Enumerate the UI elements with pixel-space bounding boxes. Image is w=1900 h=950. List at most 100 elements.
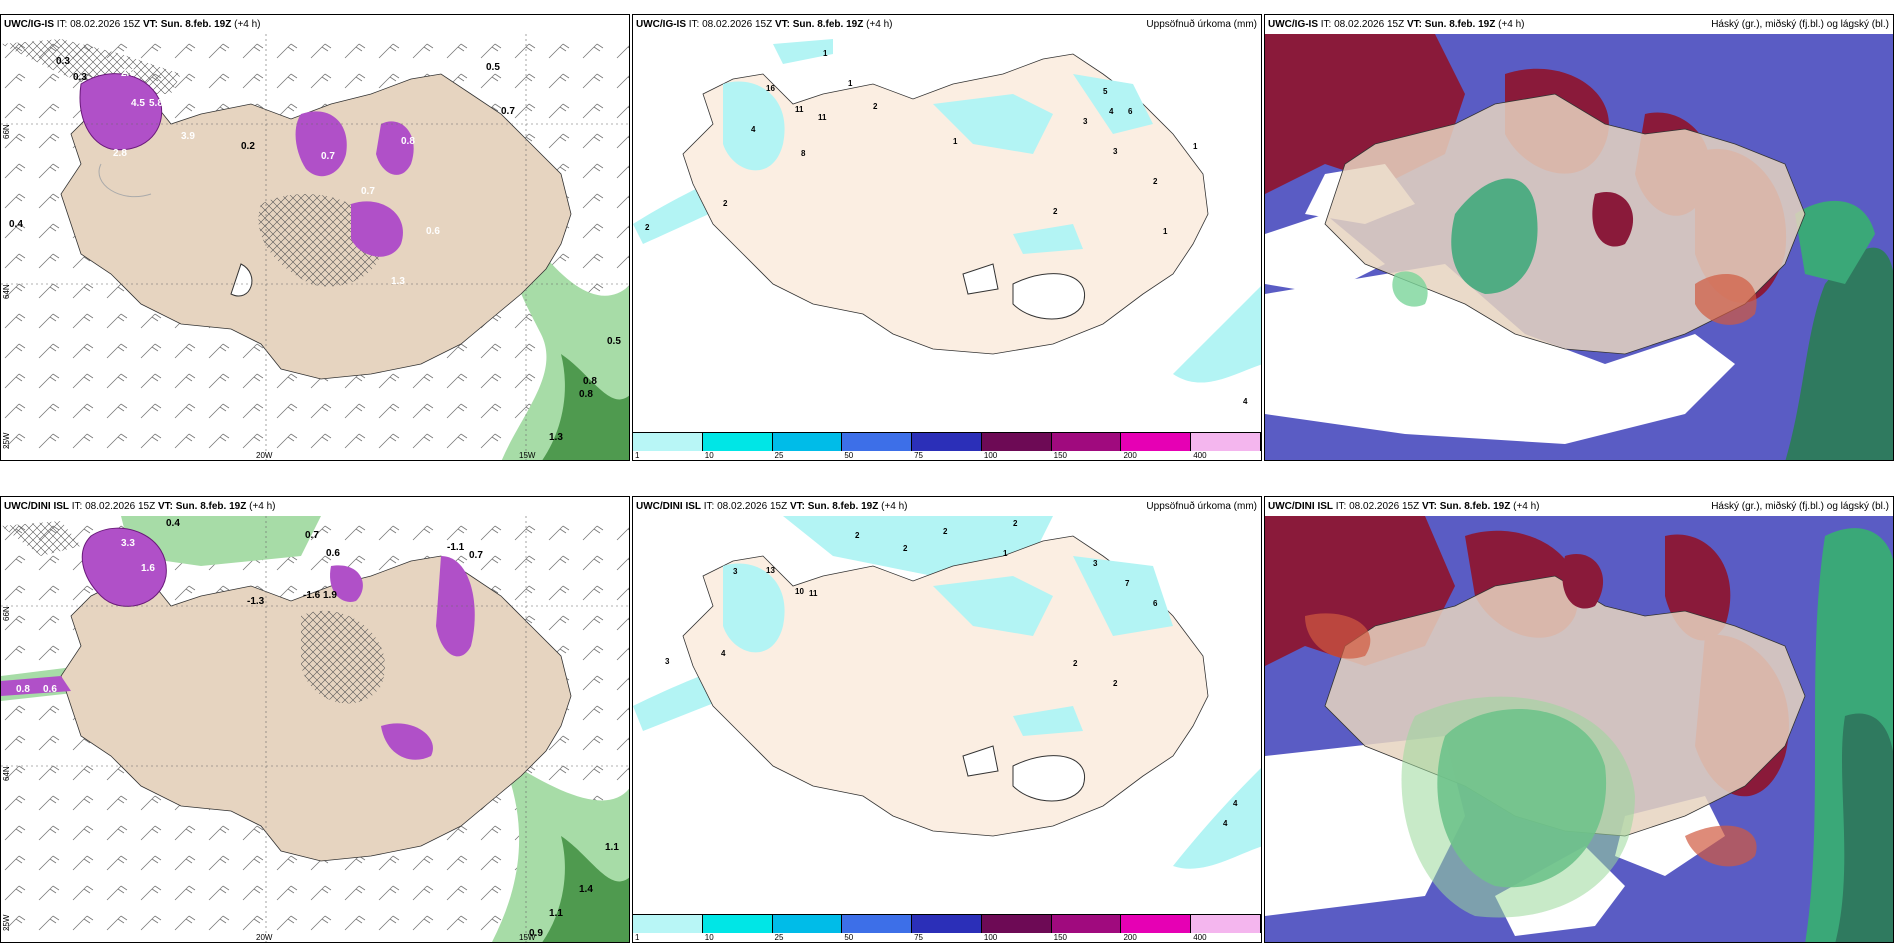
it-label: IT: <box>1320 19 1332 30</box>
legend-tick-label: 150 <box>1053 451 1068 460</box>
value-label: 1.6 <box>141 563 155 574</box>
value-label: 3 <box>665 657 670 666</box>
vt-label: VT: <box>142 19 158 30</box>
vt-label: VT: <box>1406 19 1422 30</box>
value-label: 4 <box>1223 819 1228 828</box>
value-label: 2 <box>723 199 728 208</box>
legend-swatch <box>702 915 773 933</box>
vt-value: Sun. 8.feb. 19Z <box>792 19 864 30</box>
model-name: UWC/IG-IS <box>4 19 54 30</box>
panel-title: Háský (gr.), miðský (fj.bl.) og lágský (… <box>1711 501 1889 512</box>
panel-header: UWC/DINI ISL IT: 08.02.2026 15Z VT: Sun.… <box>1 497 629 516</box>
legend-swatch <box>772 433 843 451</box>
vt-value: Sun. 8.feb. 19Z <box>160 19 232 30</box>
precip-map: 2 3 13 10 11 3 4 2 2 1 2 3 7 6 2 2 4 4 <box>633 516 1261 869</box>
legend-swatch <box>842 433 913 451</box>
vt-label: VT: <box>789 501 805 512</box>
value-label: 3 <box>1093 559 1098 568</box>
value-label: 1.4 <box>579 884 593 895</box>
value-label: -1.6 <box>303 590 321 601</box>
it-label: IT: <box>56 19 68 30</box>
precip-panel-top: UWC/IG-IS IT: 08.02.2026 15Z VT: Sun. 8.… <box>632 14 1262 461</box>
wind-map: 66N 64N 25W 20W 15W 0.3 0.3 2.6 4.5 5.8 … <box>1 34 629 460</box>
value-label: 11 <box>818 113 827 122</box>
vt-value: Sun. 8.feb. 19Z <box>1439 501 1511 512</box>
precip-legend: 1 10 25 50 75 100 150 200 400 <box>633 914 1261 942</box>
legend-swatch <box>912 433 982 451</box>
legend-tick-label: 400 <box>1193 933 1207 942</box>
value-label: 0.8 <box>16 684 30 695</box>
legend-tick-label: 200 <box>1123 451 1137 460</box>
value-label: 1 <box>823 49 828 58</box>
legend-tick-label: 10 <box>704 451 714 460</box>
value-label: 10 <box>795 587 804 596</box>
wind-panel-top: UWC/IG-IS IT: 08.02.2026 15Z VT: Sun. 8.… <box>0 14 630 461</box>
vt-label: VT: <box>774 19 790 30</box>
value-label: 0.8 <box>579 389 593 400</box>
legend-tick-label: 100 <box>983 451 998 460</box>
it-label: IT: <box>1335 501 1347 512</box>
value-label: 0.7 <box>361 186 375 197</box>
value-label: 7 <box>1125 579 1130 588</box>
panel-header: UWC/IG-IS IT: 08.02.2026 15Z VT: Sun. 8.… <box>1 15 629 34</box>
value-label: 0.3 <box>73 72 87 83</box>
value-label: 0.9 <box>529 928 543 939</box>
model-name: UWC/IG-IS <box>1268 19 1318 30</box>
vt-value: Sun. 8.feb. 19Z <box>807 501 879 512</box>
value-label: 0.8 <box>583 376 597 387</box>
value-label: 3.3 <box>121 538 135 549</box>
model-name: UWC/DINI ISL <box>4 501 69 512</box>
value-label: 1.1 <box>605 842 619 853</box>
lead-time: (+4 h) <box>1498 19 1525 30</box>
precip-legend: 1 10 25 50 75 100 150 200 400 <box>633 432 1261 460</box>
wind-panel-bottom: UWC/DINI ISL IT: 08.02.2026 15Z VT: Sun.… <box>0 496 630 943</box>
value-label: 4.5 <box>131 98 145 109</box>
value-label: 13 <box>766 566 775 575</box>
lead-time: (+4 h) <box>1513 501 1540 512</box>
value-label: 0.7 <box>305 530 319 541</box>
precip-value-labels: 1 1 16 11 11 8 4 2 2 2 1 3 5 4 6 3 2 1 1… <box>645 49 1248 406</box>
legend-tick-label: 200 <box>1123 933 1137 942</box>
legend-swatch <box>633 433 703 451</box>
legend-tick-label: 10 <box>704 933 714 942</box>
value-label: 0.8 <box>401 136 415 147</box>
legend-swatch <box>981 915 1052 933</box>
vt-value: Sun. 8.feb. 19Z <box>175 501 247 512</box>
value-label: 1.3 <box>391 276 405 287</box>
value-label: 0.6 <box>43 684 57 695</box>
snow-purple-area <box>79 73 163 151</box>
value-label: 0.4 <box>9 219 23 230</box>
panel-title: Uppsöfnuð úrkoma (mm) <box>1146 501 1257 512</box>
legend-swatch <box>912 915 982 933</box>
it-value: 08.02.2026 15Z <box>702 19 773 30</box>
value-label: 0.7 <box>501 106 515 117</box>
panel-header: UWC/DINI ISL IT: 08.02.2026 15Z VT: Sun.… <box>633 497 1261 516</box>
value-label: 0.6 <box>326 548 340 559</box>
value-label: 2 <box>1113 679 1118 688</box>
value-label: 3.9 <box>181 131 195 142</box>
value-label: 0.3 <box>56 56 70 67</box>
it-label: IT: <box>703 501 715 512</box>
value-label: 1 <box>1163 227 1168 236</box>
it-label: IT: <box>71 501 83 512</box>
value-label: 6 <box>1128 107 1133 116</box>
vt-label: VT: <box>1421 501 1437 512</box>
legend-tick-label: 1 <box>635 933 640 942</box>
value-label: -1.3 <box>247 596 265 607</box>
lon-15w-label: 15W <box>519 933 536 942</box>
it-label: IT: <box>688 19 700 30</box>
legend-tick-label: 25 <box>774 451 784 460</box>
legend-tick-label: 150 <box>1053 933 1068 942</box>
legend-swatch <box>702 433 773 451</box>
legend-tick-label: 75 <box>914 451 924 460</box>
lead-time: (+4 h) <box>881 501 908 512</box>
lon-20w-label: 20W <box>256 933 273 942</box>
value-label: 16 <box>766 84 775 93</box>
lat-66-label: 66N <box>2 124 11 139</box>
lon-15w-label: 15W <box>519 451 536 460</box>
cloud-panel-bottom: UWC/DINI ISL IT: 08.02.2026 15Z VT: Sun.… <box>1264 496 1894 943</box>
panel-title: Háský (gr.), miðský (fj.bl.) og lágský (… <box>1711 19 1889 30</box>
value-label: 11 <box>809 589 818 598</box>
value-label: 2.6 <box>121 68 135 79</box>
legend-tick-label: 1 <box>635 451 640 460</box>
